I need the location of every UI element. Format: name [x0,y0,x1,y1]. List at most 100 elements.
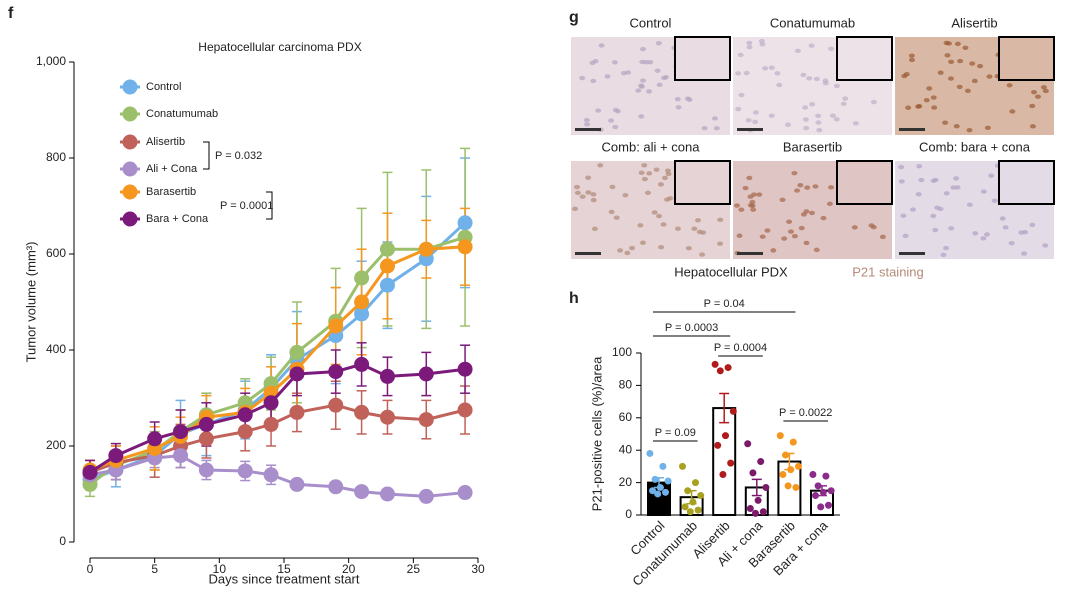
cell [954,185,961,190]
data-point [729,407,737,415]
cell [745,118,752,123]
cell [937,206,944,212]
cell [829,113,836,118]
cell [640,78,647,83]
data-point [684,487,692,495]
y-axis-label: Tumor volume (mm³) [23,242,38,363]
cell [736,233,743,238]
data-point [198,462,214,478]
cell [984,125,991,131]
cell [930,213,937,219]
cell [842,96,849,101]
cell [1040,85,1047,90]
inset [836,36,893,81]
data-point [776,432,784,440]
cell [931,105,938,110]
cell [851,225,858,230]
data-point [654,490,662,498]
cell [947,76,954,81]
x-tick-label: 25 [407,562,421,576]
cell [779,197,786,202]
cell [734,203,741,208]
data-point [749,469,757,477]
legend-label: Barasertib [146,186,196,198]
data-point [782,451,789,459]
data-point [819,488,827,496]
cell [640,46,647,52]
data-point [379,409,395,425]
data-point [812,492,819,500]
data-point [328,479,344,495]
cell [986,74,993,79]
annotation: P = 0.0001 [220,200,273,212]
data-point [659,462,667,470]
cell [828,46,835,51]
cell [597,163,604,168]
cell [923,97,930,103]
data-point [289,404,305,420]
cell [598,43,605,48]
bracket [203,141,210,170]
cell [611,60,618,65]
y-axis-label: P21-positive cells (%)/area [589,356,604,511]
data-point [727,459,735,467]
cell [643,60,650,65]
annotation: P = 0.032 [215,150,262,162]
cell [653,167,660,172]
cell [926,86,933,91]
legend-marker [122,106,138,122]
legend-label: Ali + Cona [146,163,198,175]
panel-letter: h [569,290,579,307]
x-tick-label: 20 [342,562,356,576]
cell [646,171,653,176]
scale-bar [899,128,925,131]
cell [699,252,706,257]
cell [750,207,757,212]
data-point [779,471,787,478]
data-point [714,441,722,449]
cell [1042,243,1049,248]
cell [833,117,840,122]
caption: P21 staining [852,264,924,279]
cell [942,120,949,125]
y-tick-label: 60 [619,410,633,424]
data-point [697,492,705,500]
data-point [328,318,344,334]
image-label: Barasertib [783,139,842,154]
cell [794,48,801,54]
cell [620,70,627,76]
y-tick-label: 20 [619,475,633,489]
cell [991,198,998,203]
cell [585,190,592,195]
cell [629,245,636,251]
cell [665,171,672,177]
cell [797,183,804,188]
data-point [289,476,305,492]
cell [752,119,759,125]
data-point [752,509,759,517]
data-point [263,416,279,432]
cell [646,89,653,94]
cell [622,193,629,198]
cell [776,82,783,88]
data-point [711,360,719,368]
cell [791,233,798,239]
cell [574,190,581,196]
data-point [457,485,473,501]
data-point [692,479,699,487]
legend-label: Control [146,81,181,93]
cell [1031,89,1038,95]
cell [768,65,775,70]
bracket [266,191,273,220]
cell [655,40,662,46]
cell [1034,94,1041,99]
inset [998,36,1055,81]
cell [583,117,590,123]
data-point [418,366,434,382]
cell [930,95,937,100]
cell [664,168,671,173]
cell [604,74,611,79]
data-point [792,483,800,491]
cell [1021,251,1028,256]
cell [756,192,763,197]
